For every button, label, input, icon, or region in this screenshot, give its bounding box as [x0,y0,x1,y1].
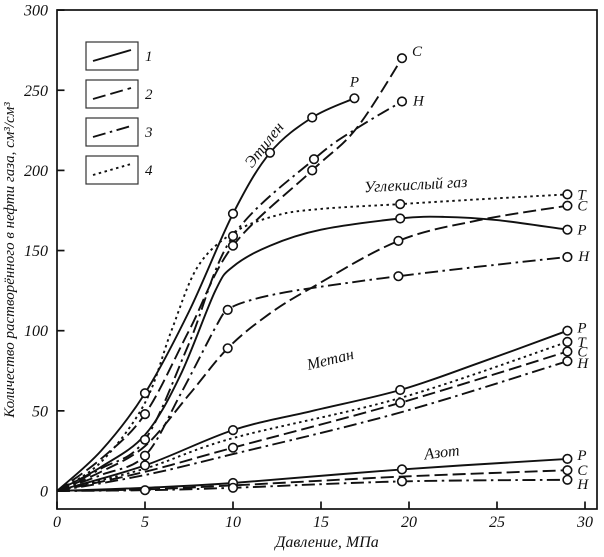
marker-methane-p [139,460,151,471]
end-label-ethylene-h: H [412,93,425,109]
marker-ethylene-p [139,388,151,399]
curve-co2-t [56,193,568,492]
marker-co2-c [393,235,404,246]
marker-ethylene-p [307,112,318,123]
curve-nitrogen-h [56,478,568,492]
group-label-0: Этилен [242,119,288,171]
curve-co2-c [56,204,568,492]
marker-co2-t [395,199,406,210]
marker-ethylene-c [307,165,318,176]
y-tick-label: 250 [24,83,48,100]
marker-ethylene-c [227,240,239,251]
curve-nitrogen-p [56,457,568,492]
y-tick-label: 300 [23,3,48,20]
marker-co2-h [562,251,573,263]
marker-nitrogen-h [396,476,408,487]
marker-ethylene-h [227,231,239,242]
marker-ethylene-h [308,154,320,165]
marker-ethylene-p [227,208,239,219]
end-label-co2-h: H [577,249,590,265]
marker-co2-c [222,343,233,354]
x-tick-label: 20 [401,514,417,531]
end-label-methane-c: C [577,345,588,361]
marker-nitrogen-p [562,453,573,465]
group-label-3: Азот [422,442,460,463]
y-tick-label: 150 [24,243,48,260]
curve-nitrogen-c [56,469,568,492]
marker-ethylene-p [264,147,276,158]
marker-co2-p [395,213,406,224]
curve-co2-p [56,215,568,492]
marker-ethylene-h [396,96,408,107]
end-label-methane-p: P [576,321,586,337]
x-tick-label: 0 [53,514,61,531]
end-label-methane-t: T [577,335,587,351]
end-label-nitrogen-h: H [576,477,589,493]
legend-line-dashdot [92,125,132,138]
x-tick-label: 10 [225,514,241,531]
legend-label-1: 1 [145,49,153,65]
curve-ethylene-p [56,97,355,492]
y-tick-label: 50 [32,403,48,420]
y-tick-label: 100 [24,323,48,340]
marker-methane-c [395,397,406,408]
end-label-nitrogen-c: C [577,463,588,479]
plot-frame [56,9,598,510]
curve-ethylene-c [56,57,403,492]
x-tick-label: 5 [141,514,149,531]
marker-nitrogen-p [396,464,408,475]
marker-methane-p [562,325,573,336]
curve-methane-t [56,340,568,492]
marker-methane-t [562,336,573,348]
legend-label-3: 3 [144,125,153,141]
marker-co2-t [562,189,573,200]
x-tick-label: 30 [576,514,593,531]
legend-line-dotted [92,163,132,176]
marker-nitrogen-c [562,465,573,476]
marker-methane-c [227,442,239,453]
y-tick-label: 0 [40,484,48,501]
marker-methane-p [395,384,406,396]
x-tick-label: 25 [489,514,505,531]
marker-ethylene-c [396,53,408,64]
end-label-co2-p: P [576,223,586,239]
end-label-ethylene-p: P [349,74,359,90]
marker-ethylene-p [349,93,360,104]
end-label-nitrogen-p: P [576,448,586,464]
curve-ethylene-h [56,100,403,492]
legend-line-solid [92,49,132,62]
marker-co2-h [222,304,233,316]
marker-methane-h [562,356,573,367]
marker-methane-c [562,346,573,357]
curve-co2-h [56,256,568,492]
curve-methane-c [56,350,568,492]
end-label-co2-c: C [577,199,588,215]
marker-nitrogen-h [139,485,151,496]
marker-ethylene-c [139,409,151,420]
marker-co2-h [393,271,404,282]
group-label-2: Метан [304,346,355,374]
legend-label-4: 4 [145,163,153,179]
y-tick-label: 200 [24,163,48,180]
end-label-ethylene-c: C [412,44,423,60]
end-label-co2-t: T [577,187,587,203]
group-label-1: Углекислый газ [364,174,468,196]
marker-ethylene-h [139,434,151,445]
marker-co2-p [562,224,573,235]
y-axis-title: Количество растворённого в нефти газа, с… [2,102,18,419]
marker-nitrogen-h [562,474,573,485]
marker-co2-c [562,200,573,211]
legend-line-dashed [92,87,132,100]
end-label-methane-h: H [576,356,589,372]
x-tick-label: 15 [313,514,329,531]
marker-co2-h [139,450,151,461]
marker-nitrogen-h [227,482,239,493]
marker-methane-p [227,425,239,436]
x-axis-title: Давление, МПа [273,534,379,551]
legend-label-2: 2 [145,87,153,103]
